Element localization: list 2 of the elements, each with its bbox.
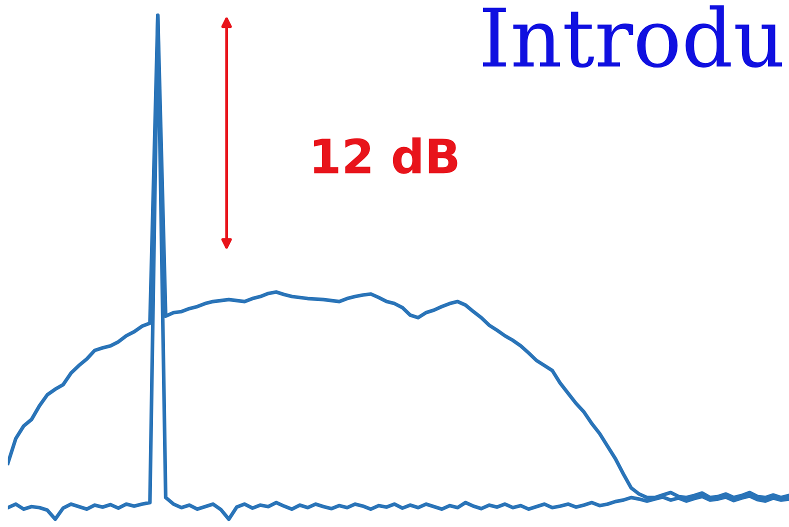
chart-title: Introdu bbox=[482, 5, 782, 68]
annotation: 12 dB bbox=[314, 137, 458, 174]
